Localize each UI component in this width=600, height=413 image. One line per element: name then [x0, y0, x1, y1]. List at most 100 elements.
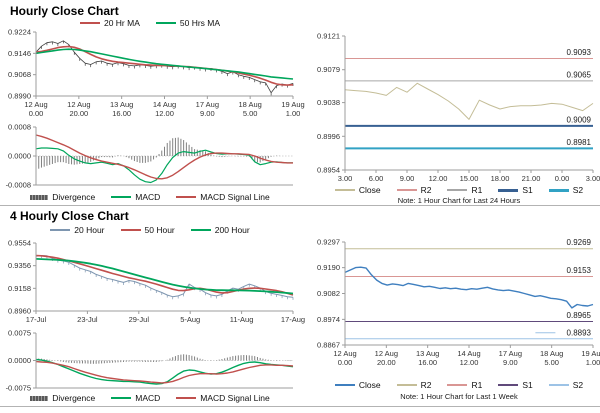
svg-text:12 Aug: 12 Aug: [24, 100, 47, 109]
svg-text:9.00: 9.00: [200, 109, 215, 118]
svg-text:3.00: 3.00: [586, 174, 600, 183]
legend-label: Close: [358, 380, 381, 390]
svg-text:0.0075: 0.0075: [8, 329, 31, 338]
svg-text:14 Aug: 14 Aug: [457, 349, 480, 358]
legend-item: 50 Hour: [120, 225, 175, 235]
svg-text:0.00: 0.00: [29, 109, 44, 118]
svg-text:0.9121: 0.9121: [317, 32, 340, 41]
svg-text:9.00: 9.00: [503, 358, 518, 367]
svg-text:29-Jul: 29-Jul: [129, 315, 150, 324]
svg-text:0.00: 0.00: [338, 358, 353, 367]
svg-text:9.00: 9.00: [400, 174, 415, 183]
legend-label: R2: [420, 185, 432, 195]
fourh-levels-legend: Close R2 R1 S1 S2: [320, 380, 598, 390]
svg-text:0.9093: 0.9093: [567, 48, 592, 57]
svg-text:18 Aug: 18 Aug: [238, 100, 261, 109]
svg-text:1.00: 1.00: [586, 358, 600, 367]
legend-label: 20 Hr MA: [103, 18, 140, 28]
svg-text:0.9082: 0.9082: [317, 289, 340, 298]
svg-text:0.00: 0.00: [555, 174, 570, 183]
svg-text:20.00: 20.00: [69, 109, 88, 118]
legend-item: MACD Signal Line: [176, 192, 270, 202]
svg-text:12.00: 12.00: [155, 109, 174, 118]
line-swatch-icon: [111, 196, 132, 198]
svg-text:3.00: 3.00: [338, 174, 353, 183]
svg-text:18.00: 18.00: [491, 174, 510, 183]
svg-text:5.00: 5.00: [544, 358, 559, 367]
svg-text:0.0008: 0.0008: [8, 123, 31, 132]
svg-text:12.00: 12.00: [429, 174, 448, 183]
svg-text:17 Aug: 17 Aug: [499, 349, 522, 358]
svg-text:0.9190: 0.9190: [317, 263, 340, 272]
svg-text:0.0000: 0.0000: [8, 152, 31, 161]
line-swatch-icon: [176, 397, 197, 399]
line-swatch-icon: [396, 189, 417, 191]
svg-text:12 Aug: 12 Aug: [375, 349, 398, 358]
svg-text:13 Aug: 13 Aug: [416, 349, 439, 358]
svg-text:5-Aug: 5-Aug: [180, 315, 200, 324]
svg-text:0.8960: 0.8960: [8, 307, 31, 316]
svg-text:21.00: 21.00: [522, 174, 541, 183]
hourly-main-legend: 20 Hr MA 50 Hrs MA: [0, 18, 300, 28]
legend-item: R2: [396, 380, 431, 390]
legend-item: Divergence: [30, 393, 95, 403]
fourh-macd-legend: Divergence MACD MACD Signal Line: [0, 393, 300, 403]
svg-text:13 Aug: 13 Aug: [110, 100, 133, 109]
svg-text:17 Aug: 17 Aug: [196, 100, 219, 109]
svg-text:0.9009: 0.9009: [567, 115, 592, 124]
line-swatch-icon: [396, 384, 417, 386]
svg-text:0.8893: 0.8893: [567, 328, 592, 337]
svg-text:-0.0075: -0.0075: [6, 384, 31, 393]
svg-text:0.0000: 0.0000: [8, 356, 31, 365]
svg-text:0.9554: 0.9554: [8, 239, 31, 248]
svg-text:0.8867: 0.8867: [317, 341, 340, 350]
fourh-main-legend: 20 Hour 50 Hour 200 Hour: [0, 225, 300, 235]
legend-item: 50 Hrs MA: [155, 18, 220, 28]
legend-label: 200 Hour: [214, 225, 250, 235]
svg-text:1.00: 1.00: [286, 109, 301, 118]
svg-text:17-Aug: 17-Aug: [281, 315, 305, 324]
svg-text:23-Jul: 23-Jul: [77, 315, 98, 324]
svg-text:-0.0008: -0.0008: [6, 181, 31, 190]
svg-text:0.9153: 0.9153: [567, 266, 592, 275]
line-swatch-icon: [334, 384, 355, 386]
svg-text:19 Aug: 19 Aug: [281, 100, 304, 109]
svg-text:20.00: 20.00: [377, 358, 396, 367]
svg-text:0.9038: 0.9038: [317, 98, 340, 107]
hourly-macd-legend: Divergence MACD MACD Signal Line: [0, 192, 300, 202]
line-swatch-icon: [548, 188, 569, 192]
legend-label: S1: [522, 380, 533, 390]
legend-item: R1: [447, 185, 482, 195]
svg-text:0.8990: 0.8990: [8, 92, 31, 101]
line-swatch-icon: [447, 189, 468, 191]
legend-item: R2: [396, 185, 432, 195]
svg-text:0.9146: 0.9146: [8, 49, 31, 58]
legend-item: Close: [334, 380, 381, 390]
line-swatch-icon: [120, 229, 141, 231]
line-swatch-icon: [498, 384, 519, 386]
svg-text:0.8965: 0.8965: [567, 311, 592, 320]
legend-item: S1: [498, 185, 533, 195]
legend-item: 20 Hour: [50, 225, 105, 235]
svg-text:0.8996: 0.8996: [317, 132, 340, 141]
legend-label: MACD: [135, 393, 161, 403]
svg-text:6.00: 6.00: [369, 174, 384, 183]
svg-text:0.9068: 0.9068: [8, 70, 31, 79]
svg-text:16.00: 16.00: [418, 358, 437, 367]
legend-label: MACD Signal Line: [200, 192, 270, 202]
legend-item: Divergence: [30, 192, 95, 202]
svg-text:0.8954: 0.8954: [317, 166, 340, 175]
line-swatch-icon: [79, 22, 100, 24]
svg-text:0.9356: 0.9356: [8, 261, 31, 270]
svg-text:12.00: 12.00: [460, 358, 479, 367]
hourly-levels-legend: Close R2 R1 S1 S2: [320, 185, 598, 195]
svg-text:0.9269: 0.9269: [567, 238, 592, 247]
mid-divider: [0, 205, 600, 206]
legend-label: S1: [522, 185, 533, 195]
legend-label: 20 Hour: [74, 225, 105, 235]
